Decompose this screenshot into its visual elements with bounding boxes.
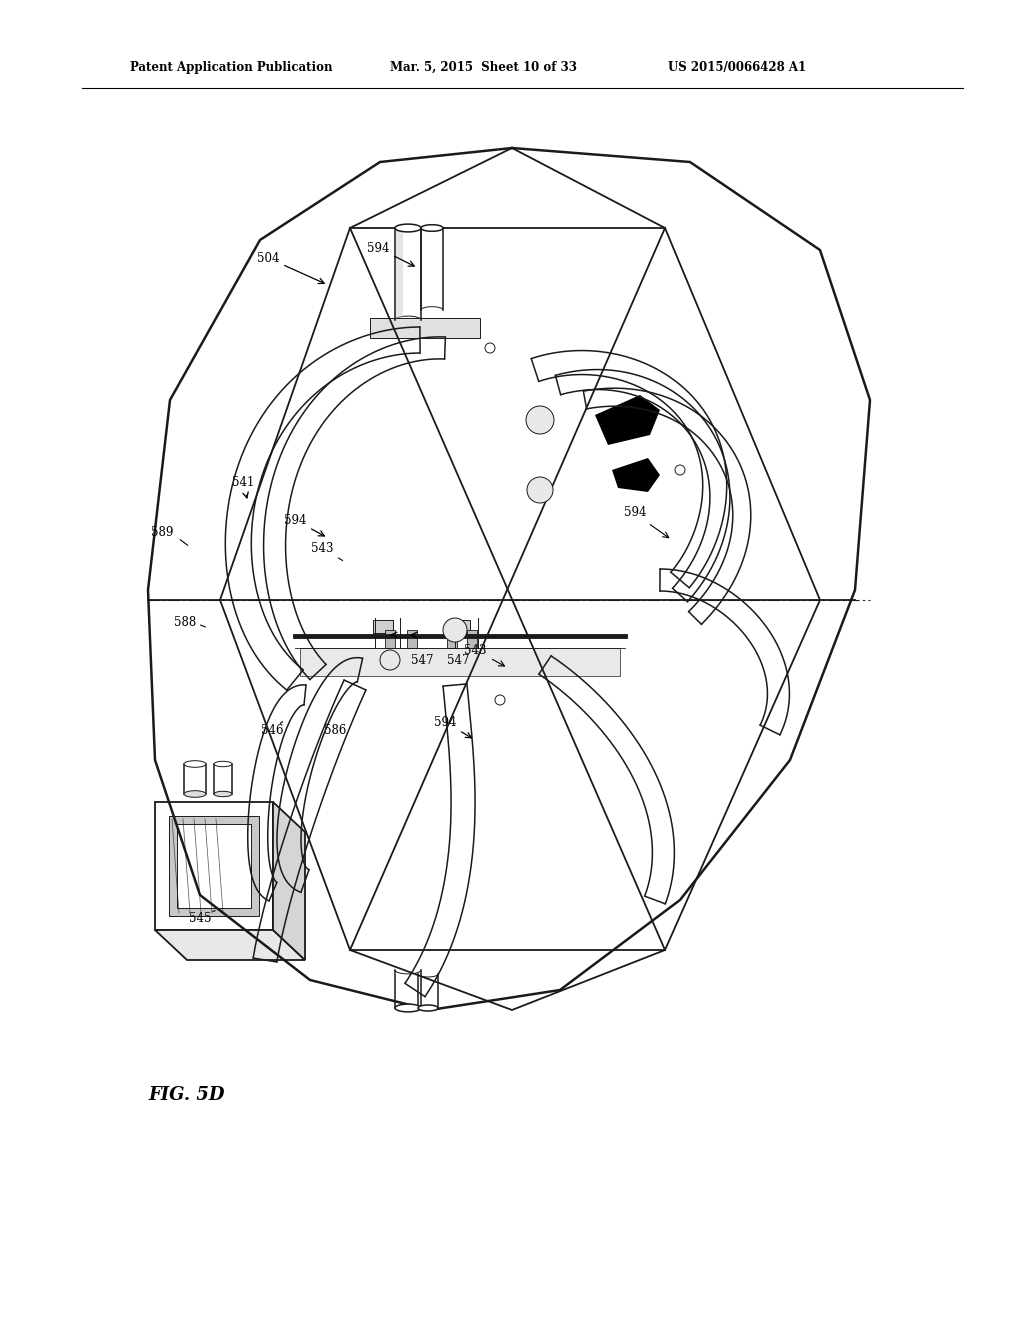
Text: 543: 543	[310, 541, 343, 561]
Polygon shape	[595, 395, 660, 445]
Ellipse shape	[421, 224, 443, 231]
Polygon shape	[370, 318, 480, 338]
Polygon shape	[273, 803, 305, 960]
Text: 547: 547	[446, 653, 469, 667]
Text: 586: 586	[324, 723, 346, 737]
Polygon shape	[450, 620, 470, 634]
Polygon shape	[300, 648, 620, 676]
Circle shape	[443, 618, 467, 642]
Text: 504: 504	[257, 252, 325, 284]
Circle shape	[485, 343, 495, 352]
Ellipse shape	[184, 791, 206, 797]
Text: 594: 594	[284, 513, 325, 536]
Text: US 2015/0066428 A1: US 2015/0066428 A1	[668, 61, 806, 74]
Polygon shape	[169, 816, 259, 916]
Polygon shape	[612, 458, 660, 492]
Text: 594: 594	[434, 715, 471, 738]
Polygon shape	[155, 931, 305, 960]
Ellipse shape	[395, 224, 421, 232]
Circle shape	[675, 465, 685, 475]
Text: 594: 594	[624, 506, 646, 519]
Polygon shape	[407, 630, 417, 648]
Text: FIG. 5D: FIG. 5D	[148, 1086, 224, 1104]
Polygon shape	[447, 630, 457, 648]
Polygon shape	[395, 228, 403, 319]
Ellipse shape	[214, 791, 232, 797]
Text: 588: 588	[174, 615, 197, 628]
Ellipse shape	[418, 1005, 438, 1011]
Circle shape	[527, 477, 553, 503]
Ellipse shape	[395, 1005, 421, 1012]
Text: 589: 589	[151, 525, 173, 539]
Polygon shape	[177, 824, 251, 908]
Ellipse shape	[184, 760, 206, 767]
Text: 543: 543	[464, 644, 486, 656]
Text: Mar. 5, 2015  Sheet 10 of 33: Mar. 5, 2015 Sheet 10 of 33	[390, 61, 577, 74]
Circle shape	[495, 696, 505, 705]
Polygon shape	[155, 803, 273, 931]
Text: 594: 594	[367, 242, 415, 267]
Text: Patent Application Publication: Patent Application Publication	[130, 61, 333, 74]
Polygon shape	[467, 630, 477, 648]
Text: 541: 541	[231, 477, 254, 498]
Text: 547: 547	[411, 653, 433, 667]
Circle shape	[380, 649, 400, 671]
Polygon shape	[385, 630, 395, 648]
Text: 545: 545	[188, 912, 211, 924]
Circle shape	[526, 407, 554, 434]
Polygon shape	[373, 620, 393, 634]
Text: 546: 546	[261, 723, 284, 737]
Ellipse shape	[214, 762, 232, 767]
